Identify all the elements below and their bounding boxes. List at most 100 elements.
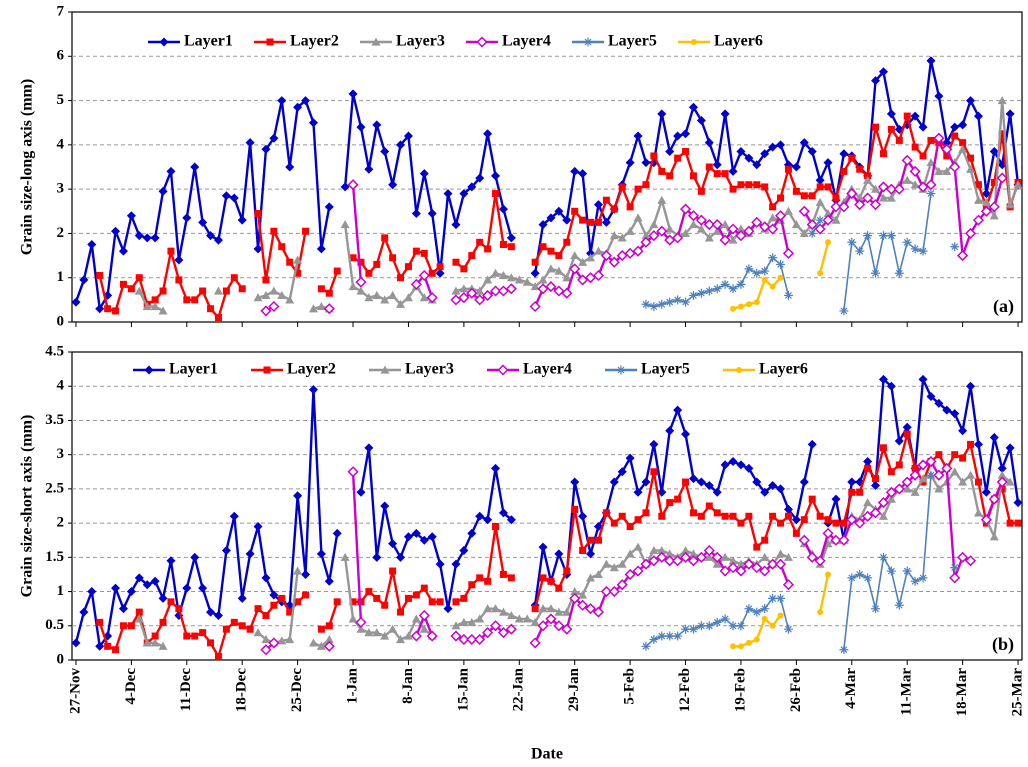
marker: [632, 565, 644, 577]
legend-label: Layer5: [608, 33, 657, 50]
marker: [769, 283, 776, 290]
marker: [466, 287, 478, 299]
marker: [238, 622, 246, 630]
marker: [863, 175, 873, 184]
marker: [347, 466, 359, 478]
marker: [989, 532, 999, 541]
marker: [222, 287, 230, 295]
marker: [126, 587, 136, 597]
marker: [112, 307, 120, 315]
marker: [877, 181, 890, 193]
marker: [294, 269, 302, 277]
marker: [302, 227, 310, 235]
marker: [586, 573, 596, 582]
marker: [451, 559, 461, 569]
marker: [634, 185, 642, 193]
marker: [569, 592, 581, 604]
marker: [459, 545, 469, 555]
marker: [974, 181, 982, 189]
marker: [460, 594, 468, 602]
marker: [878, 67, 888, 77]
marker: [712, 226, 722, 235]
marker: [600, 250, 612, 262]
marker: [998, 485, 1006, 493]
marker: [704, 286, 714, 296]
marker: [745, 301, 752, 308]
marker: [262, 612, 270, 620]
marker: [1013, 180, 1023, 189]
marker: [901, 476, 913, 488]
marker: [728, 235, 738, 244]
marker: [791, 162, 801, 172]
marker: [840, 167, 848, 175]
marker: [863, 231, 873, 241]
marker: [609, 477, 619, 487]
marker: [760, 266, 770, 276]
marker: [104, 305, 112, 313]
marker: [720, 220, 730, 229]
marker: [696, 224, 706, 233]
legend-marker: [476, 36, 488, 48]
marker: [587, 218, 595, 226]
legend-label: Layer6: [714, 33, 763, 50]
marker: [925, 455, 937, 468]
marker: [498, 271, 508, 280]
marker: [926, 158, 936, 167]
marker: [111, 583, 121, 593]
marker: [206, 607, 216, 617]
marker: [825, 571, 832, 578]
marker: [412, 591, 420, 599]
marker: [649, 439, 659, 449]
marker: [887, 125, 895, 133]
marker: [302, 591, 310, 599]
marker: [687, 210, 700, 222]
marker: [373, 260, 381, 268]
marker: [491, 268, 501, 277]
marker: [760, 487, 770, 497]
marker: [712, 617, 722, 627]
marker: [593, 569, 603, 579]
marker: [649, 545, 659, 555]
marker: [419, 293, 429, 302]
marker: [783, 624, 793, 634]
marker: [973, 111, 983, 121]
marker: [902, 237, 912, 247]
marker: [134, 614, 144, 623]
marker: [529, 637, 541, 649]
marker: [364, 443, 374, 453]
marker: [753, 636, 760, 643]
marker: [159, 618, 167, 626]
marker: [665, 631, 675, 641]
marker: [839, 645, 849, 655]
marker: [886, 381, 896, 391]
series-line: [74, 378, 1020, 648]
marker: [879, 444, 887, 452]
marker: [286, 258, 294, 266]
legend-marker: [159, 37, 169, 47]
marker: [894, 600, 904, 610]
marker: [616, 250, 628, 262]
marker: [166, 166, 176, 176]
marker: [505, 623, 517, 635]
marker: [372, 120, 382, 130]
marker: [530, 268, 540, 278]
marker: [554, 549, 564, 559]
marker: [886, 109, 896, 119]
marker: [776, 549, 786, 558]
marker: [776, 259, 786, 269]
x-tick-label: 25-Dec: [289, 668, 305, 712]
marker: [782, 579, 795, 591]
marker: [831, 215, 841, 224]
marker: [616, 579, 628, 591]
series: [730, 571, 832, 650]
marker: [418, 609, 430, 622]
marker: [293, 255, 303, 264]
marker: [191, 632, 199, 640]
marker: [253, 244, 263, 254]
marker: [476, 574, 484, 582]
marker: [269, 133, 279, 143]
marker: [348, 614, 358, 623]
marker: [214, 314, 222, 322]
marker: [752, 607, 762, 617]
marker: [823, 158, 833, 168]
